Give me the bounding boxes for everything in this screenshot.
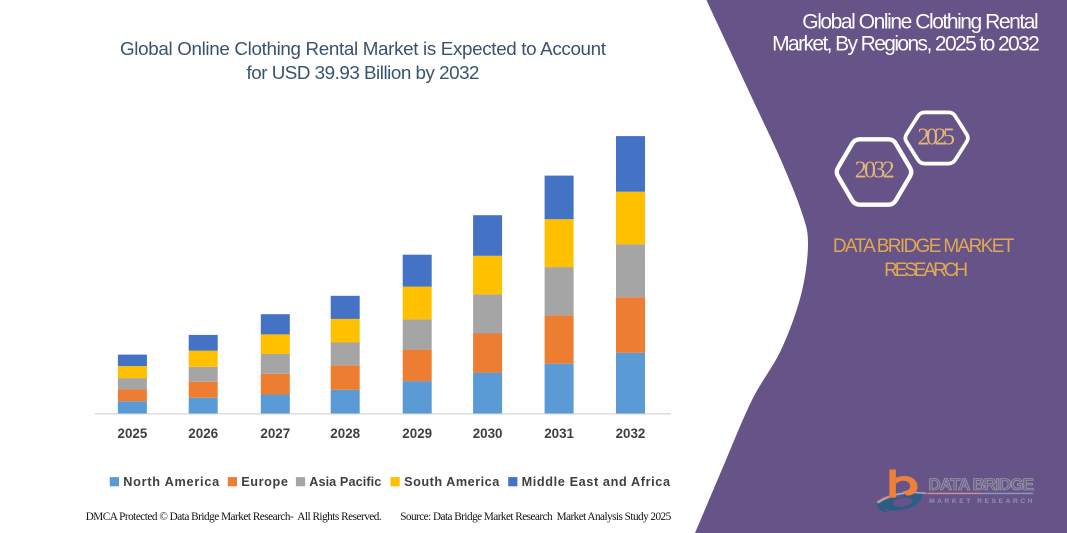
svg-text:2032: 2032 [855, 158, 895, 184]
svg-text:2028: 2028 [330, 426, 360, 441]
svg-text:2029: 2029 [402, 426, 432, 441]
svg-text:Global Online Clothing Rental: Global Online Clothing Rental Market is … [120, 38, 607, 59]
svg-text:2026: 2026 [188, 426, 218, 441]
svg-text:for USD 39.93 Billion by 2032: for USD 39.93 Billion by 2032 [247, 62, 480, 83]
svg-text:Market, By Regions, 2025 to 20: Market, By Regions, 2025 to 2032 [772, 33, 1040, 56]
svg-text:Source: Data Bridge Market Res: Source: Data Bridge Market Research Mark… [400, 511, 671, 523]
svg-text:2025: 2025 [118, 426, 148, 441]
svg-text:Europe: Europe [241, 475, 288, 489]
svg-text:MARKET RESEARCH: MARKET RESEARCH [929, 498, 1035, 505]
svg-text:Middle East and Africa: Middle East and Africa [522, 475, 671, 489]
svg-text:2031: 2031 [544, 426, 574, 441]
svg-text:South America: South America [404, 475, 500, 489]
svg-text:Asia Pacific: Asia Pacific [309, 475, 381, 489]
svg-text:DATA BRIDGE MARKET: DATA BRIDGE MARKET [833, 236, 1015, 257]
svg-text:2027: 2027 [260, 426, 290, 441]
svg-text:DATA BRIDGE: DATA BRIDGE [929, 475, 1035, 494]
svg-text:2025: 2025 [917, 125, 955, 151]
svg-text:North America: North America [123, 475, 220, 489]
svg-text:2032: 2032 [616, 426, 646, 441]
svg-text:DMCA Protected © Data Bridge M: DMCA Protected © Data Bridge Market Rese… [86, 511, 382, 523]
svg-text:Global Online Clothing Rental: Global Online Clothing Rental [802, 11, 1038, 34]
svg-text:RESEARCH: RESEARCH [884, 260, 968, 281]
svg-text:2030: 2030 [473, 426, 503, 441]
